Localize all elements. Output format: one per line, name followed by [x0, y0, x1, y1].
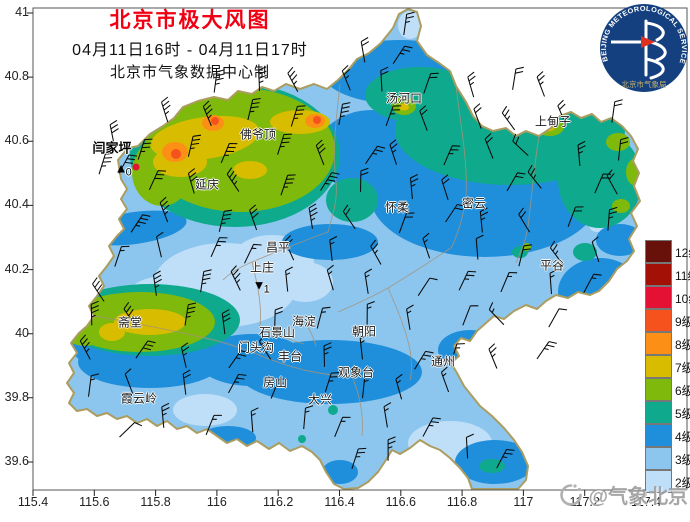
place-label: 斋堂 [117, 315, 143, 330]
lat-tick-label: 40.2 [4, 261, 29, 276]
legend-swatch [645, 309, 672, 332]
place-label: 通州 [430, 354, 456, 369]
wind-barbs [79, 11, 629, 470]
lat-tick-label: 40 [15, 325, 29, 340]
legend-swatch [645, 355, 672, 378]
watermark-swirl-icon [560, 483, 583, 506]
place-label: 霞云岭 [120, 391, 158, 406]
legend-swatch [645, 424, 672, 447]
lon-tick-label: 116.8 [446, 495, 478, 509]
logo-bottom-text: 北京市气象局 [622, 79, 667, 89]
lon-tick-label: 115.4 [17, 495, 49, 509]
legend-label: 12级 [675, 246, 690, 260]
lon-tick-label: 117.2 [569, 495, 600, 509]
legend-label: 7级 [675, 361, 690, 375]
lon-tick-label: 115.6 [79, 495, 110, 509]
lat-tick-label: 40.4 [4, 197, 29, 212]
plot-frame [32, 7, 688, 491]
beijing-boundary [66, 8, 641, 490]
legend-label: 9级 [675, 315, 690, 329]
place-label: 佛爷顶 [239, 127, 277, 142]
place-label: 怀柔 [384, 200, 410, 215]
lon-tick-label: 117.4 [630, 495, 662, 509]
place-label: 汤河口 [385, 91, 423, 106]
place-label: 朝阳 [351, 324, 377, 339]
place-label: 密云 [461, 196, 487, 211]
legend-label: 8级 [675, 338, 690, 352]
place-label: 昌平 [265, 240, 291, 255]
place-label: 大兴 [307, 392, 333, 407]
lat-tick-label: 39.8 [4, 389, 29, 404]
watermark-text: @气象北京 [588, 486, 688, 508]
place-label: 平谷 [539, 258, 565, 273]
legend-label: 4级 [675, 430, 690, 444]
lon-tick-label: 116.4 [324, 495, 355, 509]
district-boundaries [93, 83, 540, 437]
legend-swatch [645, 240, 672, 263]
lon-tick-label: 116.2 [263, 495, 294, 509]
time-period: 04月11日16时 - 04月11日17时 [72, 42, 308, 59]
lon-tick-label: 116.6 [385, 495, 416, 509]
legend-swatch [645, 286, 672, 309]
lat-tick-label: 41 [15, 5, 29, 19]
station-value: 1 [263, 283, 270, 296]
lat-tick-label: 40.6 [4, 133, 29, 148]
beijing-meteorological-service-logo: BEIJING METEOROLOGICAL SERVICE 北京市气象局 [597, 2, 690, 96]
legend-label: 10级 [675, 292, 690, 306]
watermark: @气象北京 [558, 480, 688, 509]
map-header: 北京市极大风图 04月11日16时 - 04月11日17时 北京市气象数据中心制 [40, 4, 340, 82]
place-label: 房山 [262, 375, 288, 390]
lon-tick-label: 116 [206, 495, 227, 509]
legend-swatch [645, 263, 672, 286]
legend-swatch [645, 378, 672, 401]
place-label: 延庆 [194, 177, 220, 192]
data-source: 北京市气象数据中心制 [109, 64, 270, 81]
legend-label: 3级 [675, 453, 690, 467]
place-label: 上甸子 [534, 114, 572, 129]
legend-label: 2级 [675, 476, 690, 490]
legend-label: 5级 [675, 407, 690, 421]
place-label: 上庄 [249, 260, 275, 275]
page-title: 北京市极大风图 [109, 9, 271, 32]
place-label: 石景山 [258, 325, 296, 340]
lat-tick-label: 39.6 [4, 453, 29, 468]
station-marker: ▼ 1 [252, 277, 270, 296]
lon-tick-label: 115.8 [140, 495, 171, 509]
logo-circle [600, 4, 688, 92]
legend-swatch [645, 401, 672, 424]
place-label: 丰台 [277, 349, 303, 364]
axis-ticks [27, 12, 647, 496]
lon-tick-label: 117 [513, 495, 534, 509]
legend-swatch [645, 332, 672, 355]
place-label: 门头沟 [237, 340, 275, 355]
legend-label: 11级 [675, 269, 690, 283]
station-value: 0 [125, 166, 132, 179]
legend-swatch [645, 470, 672, 493]
place-label: 观象台 [337, 365, 375, 380]
place-label: 海淀 [291, 314, 317, 329]
place-label: 闫家坪 [92, 140, 132, 156]
legend-swatch [645, 447, 672, 470]
station-marker: ▲ 0 [114, 160, 132, 179]
legend-label: 6级 [675, 384, 690, 398]
lat-tick-label: 40.8 [4, 69, 29, 84]
logo-arrow-head [641, 36, 655, 48]
